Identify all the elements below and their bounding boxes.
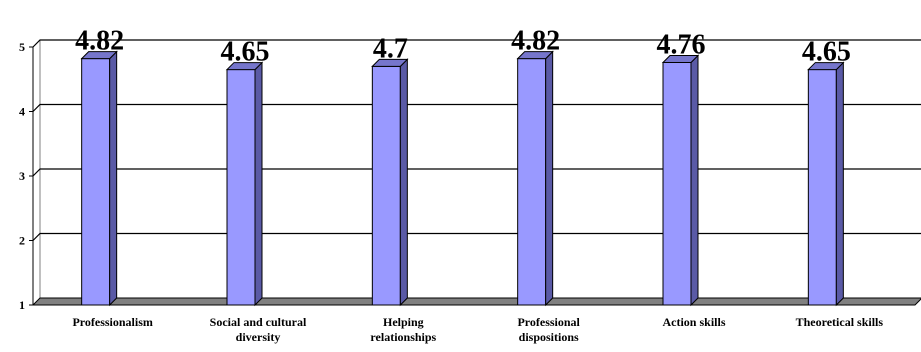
bar-front — [81, 58, 111, 306]
bar-front — [226, 69, 256, 306]
bar-top — [807, 62, 845, 71]
x-tick-label: Helping — [383, 315, 424, 329]
bar-front — [807, 69, 837, 306]
y-tick-label: 4 — [19, 105, 25, 119]
bar-top — [80, 51, 118, 60]
x-tick-label: Theoretical skills — [796, 315, 884, 329]
bar-side — [254, 61, 263, 307]
gridline — [32, 103, 921, 112]
x-tick-label: Professionalism — [72, 315, 152, 329]
data-label: 4.65 — [221, 37, 270, 68]
bar-side — [835, 61, 844, 307]
bar-top — [371, 58, 409, 67]
y-tick-label: 5 — [19, 40, 25, 54]
gridline — [32, 232, 921, 241]
gridline — [32, 168, 921, 177]
data-label: 4.82 — [511, 26, 560, 57]
x-tick-label: Social and cultural — [210, 315, 307, 329]
x-tick-label: relationships — [370, 330, 436, 344]
data-label: 4.76 — [657, 29, 706, 60]
bar-side — [109, 50, 118, 307]
y-tick-label: 1 — [19, 298, 25, 312]
data-label: 4.7 — [373, 33, 408, 64]
bar-side — [545, 50, 554, 307]
data-label: 4.82 — [75, 26, 124, 57]
bar-front — [371, 65, 401, 306]
bar-top — [661, 54, 700, 63]
chart-floor — [31, 297, 921, 306]
bar-side — [690, 54, 699, 307]
gridline — [32, 39, 921, 48]
x-tick-label: diversity — [236, 330, 281, 344]
bar-top — [516, 51, 554, 60]
bar-top — [225, 62, 264, 71]
data-label: 4.65 — [802, 37, 851, 68]
bar-side — [399, 58, 408, 307]
bar-front — [517, 58, 547, 306]
x-tick-label: dispositions — [519, 330, 579, 344]
y-tick-label: 2 — [19, 234, 25, 248]
bar-front — [662, 61, 692, 306]
x-tick-label: Professional — [517, 315, 580, 329]
x-tick-label: Action skills — [662, 315, 725, 329]
y-tick-label: 3 — [19, 169, 25, 183]
